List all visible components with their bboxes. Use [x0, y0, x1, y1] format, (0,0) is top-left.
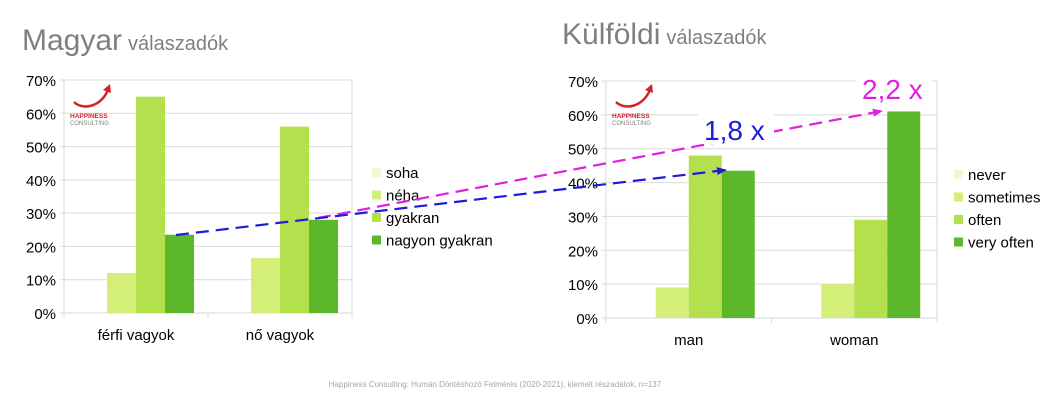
left-legend-swatch: [372, 213, 381, 222]
left-bar-néha: [107, 273, 136, 313]
right-category-label: man: [674, 332, 703, 349]
right-bar-often: [854, 219, 888, 318]
right-y-tick-label: 0%: [576, 311, 598, 328]
right-title-sub: válaszadók: [666, 27, 767, 49]
left-title-sub: válaszadók: [128, 33, 229, 55]
left-y-tick-label: 30%: [26, 206, 56, 223]
left-y-tick-label: 20%: [26, 239, 56, 256]
left-bar-néha: [251, 258, 280, 313]
right-y-tick-label: 50%: [568, 142, 598, 159]
left-category-label: férfi vagyok: [98, 327, 175, 344]
left-legend-label: nagyon gyakran: [386, 233, 493, 250]
right-legend-label: often: [968, 212, 1001, 229]
logo-right: HAPPINESS CONSULTING: [612, 84, 653, 127]
blue-multiplier-label: 1,8 x: [704, 115, 765, 146]
right-legend-label: never: [968, 167, 1006, 184]
right-legend-swatch: [954, 215, 963, 224]
logo-left: HAPPINESS CONSULTING: [70, 84, 111, 127]
right-bar-sometimes: [655, 287, 689, 318]
right-y-tick-label: 30%: [568, 209, 598, 226]
right-bar-sometimes: [821, 284, 855, 318]
left-chart: 0% 10% 20% 30% 40% 50% 60% 70% férfi vagyok nő va…: [26, 73, 493, 344]
right-legend-swatch: [954, 192, 963, 202]
right-bar-often: [688, 155, 722, 318]
right-y-tick-label: 60%: [568, 108, 598, 125]
logo-line1: HAPPINESS: [612, 113, 650, 120]
logo-line2: CONSULTING: [70, 121, 109, 127]
left-title-main: Magyar: [22, 24, 123, 57]
right-bar-very-often: [887, 111, 921, 318]
right-y-tick-label: 20%: [568, 243, 598, 260]
right-chart: 0% 10% 20% 30% 40% 50% 60% 70% man woman never some…: [568, 74, 1041, 349]
left-bar-nagyon-gyakran: [309, 219, 338, 313]
left-y-tick-label: 10%: [26, 273, 56, 290]
left-chart-title: Magyar válaszadók: [22, 24, 228, 58]
left-category-label: nő vagyok: [246, 327, 315, 344]
left-legend-label: soha: [386, 165, 419, 182]
blue-comparison-arrow: [175, 167, 727, 237]
right-legend-swatch: [954, 237, 963, 247]
left-y-tick-label: 0%: [34, 306, 56, 323]
left-y-tick-label: 70%: [26, 73, 56, 90]
right-chart-title: Külföldi válaszadók: [562, 18, 766, 52]
left-bar-gyakran: [136, 96, 165, 314]
left-legend-label: gyakran: [386, 210, 439, 227]
left-y-tick-label: 40%: [26, 173, 56, 190]
right-bar-very-often: [721, 170, 755, 318]
left-legend-swatch: [372, 168, 381, 177]
right-y-tick-label: 70%: [568, 74, 598, 91]
right-legend-label: very often: [968, 235, 1034, 252]
left-legend-label: néha: [386, 188, 420, 205]
right-legend-swatch: [954, 170, 963, 179]
right-legend-label: sometimes: [968, 190, 1041, 207]
left-y-tick-label: 60%: [26, 106, 56, 123]
logo-swoosh-icon: [73, 89, 110, 108]
logo-arrowhead-icon: [103, 84, 111, 93]
logo-arrowhead-icon: [645, 84, 653, 93]
logo-swoosh-icon: [615, 89, 652, 108]
left-legend-swatch: [372, 235, 381, 245]
left-y-tick-label: 50%: [26, 140, 56, 157]
right-title-main: Külföldi: [562, 18, 661, 51]
pink-label-backdrop: [856, 72, 932, 104]
pink-multiplier-label: 2,2 x: [862, 74, 923, 105]
source-footnote: Happiness Consulting: Humán Döntéshozó F…: [328, 380, 662, 389]
right-y-tick-label: 10%: [568, 277, 598, 294]
right-y-tick-label: 40%: [568, 176, 598, 193]
left-bar-nagyon-gyakran: [165, 234, 194, 313]
pink-comparison-arrow: [317, 108, 883, 220]
logo-line1: HAPPINESS: [70, 113, 108, 120]
blue-label-backdrop: [698, 112, 774, 144]
left-legend-swatch: [372, 190, 381, 200]
logo-line2: CONSULTING: [612, 121, 651, 127]
right-category-label: woman: [829, 332, 878, 349]
